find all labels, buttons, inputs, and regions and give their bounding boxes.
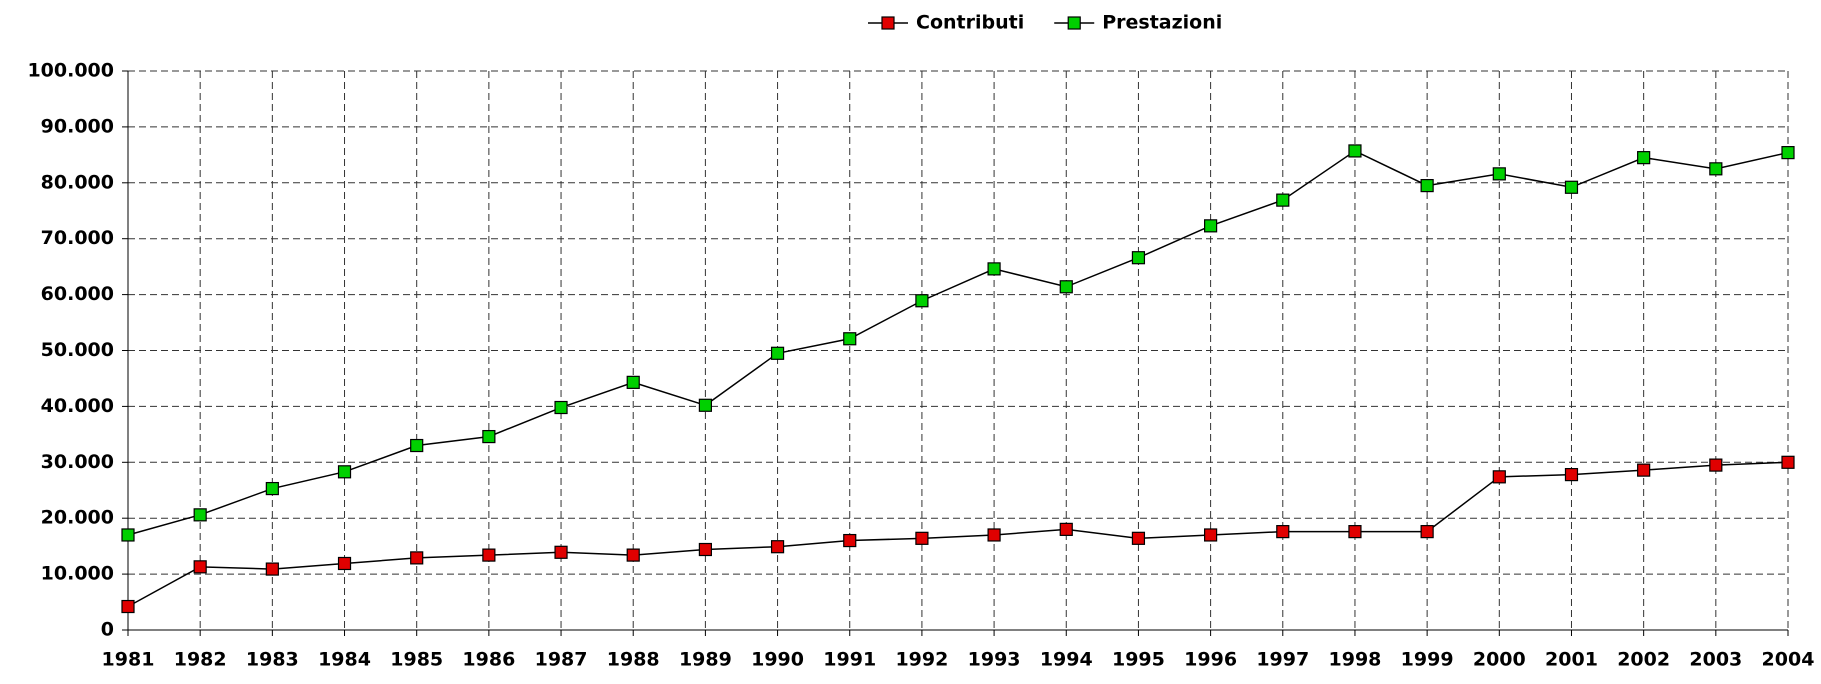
y-tick-label: 30.000	[41, 451, 114, 473]
data-point	[1564, 180, 1579, 194]
x-tick-label: 1992	[895, 649, 948, 671]
data-point	[193, 560, 207, 574]
y-tick-label: 10.000	[41, 563, 114, 585]
x-tick-label: 1981	[102, 649, 155, 671]
x-tick-label: 1993	[968, 649, 1021, 671]
x-tick-label: 2002	[1617, 649, 1670, 671]
data-point	[915, 294, 929, 308]
y-tick-label: 70.000	[41, 227, 114, 249]
data-point	[698, 542, 712, 557]
x-tick-label: 1982	[174, 649, 227, 671]
data-point	[1781, 455, 1795, 469]
data-point	[554, 545, 568, 559]
data-point	[1131, 531, 1146, 545]
x-tick-label: 1999	[1401, 649, 1454, 671]
data-point	[626, 375, 640, 389]
legend-label: Contributi	[916, 12, 1024, 34]
data-point	[1709, 458, 1723, 472]
x-tick-label: 1990	[751, 649, 804, 671]
x-tick-label: 2003	[1689, 649, 1742, 671]
x-tick-label: 1984	[318, 649, 371, 671]
y-tick-label: 100.000	[27, 60, 114, 82]
data-point	[482, 548, 496, 562]
data-point	[1492, 470, 1506, 484]
data-point	[1420, 525, 1434, 539]
series-line	[127, 461, 1789, 608]
data-point	[1637, 151, 1651, 165]
data-point	[626, 548, 640, 562]
x-tick-label: 2004	[1762, 649, 1815, 671]
data-point	[337, 465, 352, 479]
x-tick-label: 1996	[1184, 649, 1237, 671]
x-tick-label: 1985	[390, 649, 443, 671]
y-tick-label: 50.000	[41, 339, 114, 361]
data-point	[193, 508, 207, 522]
x-tick-label: 1995	[1112, 649, 1165, 671]
data-point	[1276, 525, 1290, 539]
data-point	[1276, 193, 1290, 207]
data-point	[770, 346, 785, 360]
data-point	[843, 533, 857, 548]
data-point	[915, 531, 929, 545]
x-tick-label: 2001	[1545, 649, 1598, 671]
data-point	[265, 562, 279, 576]
x-tick-label: 1987	[535, 649, 588, 671]
y-tick-label: 40.000	[41, 395, 114, 417]
data-point	[337, 556, 352, 571]
data-point	[1637, 463, 1651, 477]
y-tick-label: 90.000	[41, 115, 114, 137]
data-point	[482, 429, 496, 444]
x-tick-label: 1983	[246, 649, 299, 671]
data-point	[121, 528, 135, 542]
x-tick-label: 1998	[1329, 649, 1382, 671]
x-tick-label: 1989	[679, 649, 732, 671]
x-tick-label: 1988	[607, 649, 660, 671]
data-point	[1781, 146, 1795, 160]
data-point	[1059, 280, 1073, 294]
data-point	[1348, 525, 1362, 539]
y-tick-label: 80.000	[41, 171, 114, 193]
x-tick-label: 2000	[1473, 649, 1526, 671]
data-point	[410, 438, 424, 453]
data-point	[698, 398, 712, 412]
legend-marker	[1067, 16, 1081, 30]
data-point	[987, 262, 1001, 276]
data-point	[1709, 162, 1723, 176]
y-tick-label: 20.000	[41, 507, 114, 529]
x-tick-label: 1991	[823, 649, 876, 671]
data-point	[1131, 251, 1146, 265]
data-point	[265, 481, 279, 496]
data-point	[410, 551, 424, 565]
data-point	[770, 540, 785, 554]
x-tick-label: 1997	[1256, 649, 1309, 671]
data-point	[1348, 144, 1362, 158]
data-point	[1492, 167, 1506, 181]
data-point	[1059, 522, 1073, 536]
data-point	[1204, 219, 1218, 233]
data-point	[987, 528, 1001, 542]
data-point	[843, 332, 857, 346]
y-tick-label: 60.000	[41, 283, 114, 305]
data-point	[1420, 178, 1434, 193]
legend-marker	[881, 16, 895, 30]
data-point	[1564, 467, 1579, 482]
y-tick-label: 0	[101, 619, 114, 641]
data-point	[121, 599, 135, 614]
legend-label: Prestazioni	[1102, 12, 1222, 34]
x-tick-label: 1994	[1040, 649, 1093, 671]
x-tick-label: 1986	[462, 649, 515, 671]
data-point	[1204, 528, 1218, 542]
series-line	[127, 150, 1789, 536]
data-point	[554, 400, 568, 415]
